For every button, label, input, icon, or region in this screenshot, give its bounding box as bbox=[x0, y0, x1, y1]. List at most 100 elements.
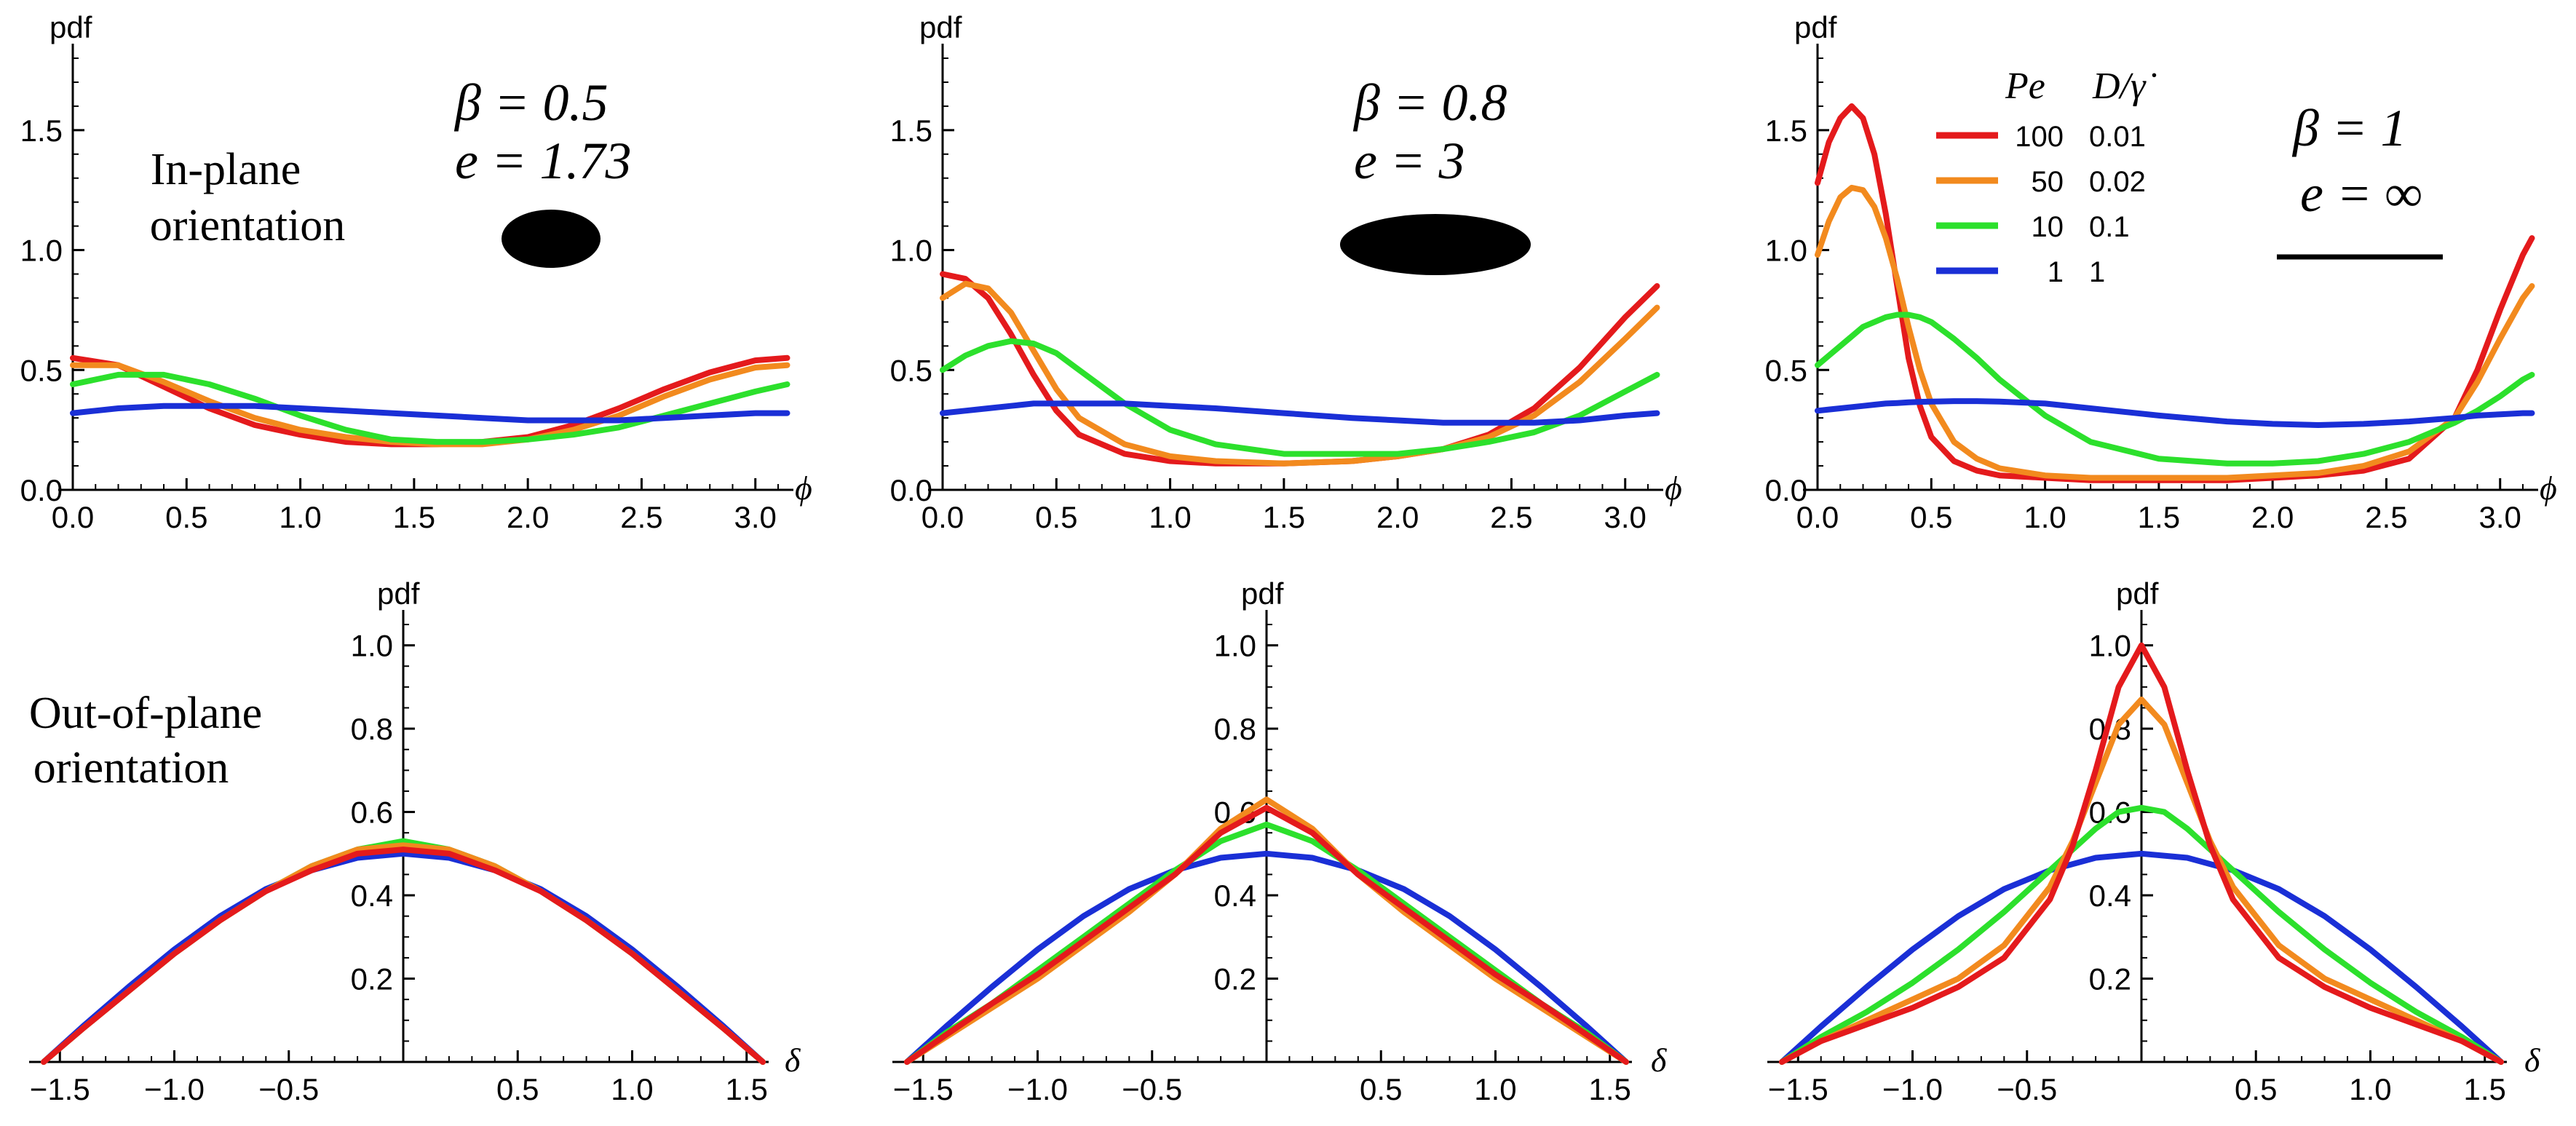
x-tick-label: 2.0 bbox=[507, 500, 549, 534]
series-line-pe-1 bbox=[70, 403, 790, 424]
out-of-plane-label-line1: Out-of-plane bbox=[29, 689, 262, 738]
x-tick-label: 0.5 bbox=[1360, 1072, 1402, 1106]
y-tick-label: 0.4 bbox=[351, 879, 393, 913]
x-tick-label: 1.0 bbox=[1474, 1072, 1516, 1106]
x-tick-label: 1.5 bbox=[2138, 500, 2180, 534]
x-tick-label: 1.0 bbox=[279, 500, 321, 534]
x-axis-label: δ bbox=[1651, 1042, 1667, 1079]
x-tick-label: 0.0 bbox=[922, 500, 964, 534]
series-line-pe-100 bbox=[940, 271, 1660, 467]
x-tick-label: 1.5 bbox=[1589, 1072, 1631, 1106]
x-tick-label: 2.0 bbox=[2251, 500, 2294, 534]
x-tick-label: 0.5 bbox=[2235, 1072, 2277, 1106]
y-tick-label: 0.0 bbox=[890, 473, 932, 507]
legend-pe-value: 1 bbox=[2048, 256, 2064, 288]
y-tick-label: 0.2 bbox=[2089, 962, 2131, 996]
x-tick-label: 0.5 bbox=[165, 500, 207, 534]
y-tick-label: 1.0 bbox=[2089, 629, 2131, 663]
x-tick-label: 0.5 bbox=[1035, 500, 1077, 534]
e-label-top-right: e = ∞ bbox=[2300, 164, 2422, 223]
x-tick-label: −1.5 bbox=[1768, 1072, 1828, 1106]
series-line-pe-100 bbox=[904, 804, 1629, 1065]
series-line-pe-50 bbox=[904, 796, 1629, 1065]
x-tick-label: 0.5 bbox=[496, 1072, 539, 1106]
y-tick-label: 0.5 bbox=[1765, 353, 1807, 387]
y-tick-label: 1.0 bbox=[20, 234, 63, 268]
x-tick-label: 0.5 bbox=[1910, 500, 1952, 534]
series-line-pe-10 bbox=[1815, 312, 2535, 467]
x-axis-label: δ bbox=[2524, 1042, 2540, 1079]
y-tick-label: 1.5 bbox=[1765, 114, 1807, 148]
y-axis-label: pdf bbox=[1794, 10, 1837, 44]
legend-header-ratio: D/γ̇ bbox=[2092, 66, 2156, 107]
in-plane-label-line2: orientation bbox=[150, 201, 346, 250]
y-tick-label: 1.5 bbox=[20, 114, 63, 148]
series-line-pe-1 bbox=[1815, 398, 2535, 428]
x-tick-label: −0.5 bbox=[1122, 1072, 1182, 1106]
in-plane-label-line1: In-plane bbox=[151, 145, 301, 194]
x-axis-label: δ bbox=[785, 1042, 801, 1079]
chart-top-middle: pdf ϕ 0.0 0.5 1.0 1.5 2.0 2.5 3.0 0.0 0.5 1.0 1.5 bbox=[890, 10, 1682, 534]
series-line-pe-1 bbox=[904, 850, 1629, 1065]
legend-pe-value: 100 bbox=[2015, 121, 2064, 153]
x-tick-label: −1.5 bbox=[30, 1072, 90, 1106]
series-line-pe-1 bbox=[41, 850, 766, 1065]
y-tick-label: 0.8 bbox=[351, 712, 393, 746]
y-tick-label: 0.4 bbox=[2089, 879, 2131, 913]
legend-ratio-value: 0.02 bbox=[2089, 166, 2146, 198]
y-tick-label: 1.0 bbox=[351, 629, 393, 663]
x-tick-label: −0.5 bbox=[1997, 1072, 2057, 1106]
beta-label-top-right: β = 1 bbox=[2291, 99, 2406, 157]
x-tick-label: 0.0 bbox=[1796, 500, 1839, 534]
legend-header-pe: Pe bbox=[2005, 66, 2045, 107]
x-tick-label: 3.0 bbox=[734, 500, 777, 534]
x-axis-label: ϕ bbox=[2540, 469, 2557, 507]
shape-ellipse-small bbox=[502, 210, 601, 268]
legend: Pe D/γ̇ 100 0.01 50 0.02 10 0.1 1 1 bbox=[1936, 66, 2156, 288]
x-axis-label: ϕ bbox=[795, 469, 812, 507]
x-tick-label: 2.5 bbox=[620, 500, 662, 534]
x-tick-label: −1.0 bbox=[1882, 1072, 1943, 1106]
series-line-pe-1 bbox=[1779, 850, 2504, 1065]
series-line-pe-50 bbox=[940, 280, 1660, 467]
y-tick-label: 0.4 bbox=[1214, 879, 1256, 913]
y-tick-label: 0.2 bbox=[1214, 962, 1256, 996]
x-tick-label: 1.0 bbox=[2024, 500, 2066, 534]
x-tick-label: −1.5 bbox=[893, 1072, 954, 1106]
series-line-pe-50 bbox=[1779, 697, 2504, 1065]
legend-ratio-value: 0.01 bbox=[2089, 121, 2146, 153]
series-line-pe-100 bbox=[41, 847, 766, 1065]
y-tick-label: 1.0 bbox=[1765, 234, 1807, 268]
x-tick-label: 1.0 bbox=[1149, 500, 1191, 534]
y-tick-label: 0.6 bbox=[351, 796, 393, 830]
series-line-pe-100 bbox=[70, 354, 790, 448]
y-tick-label: 0.5 bbox=[20, 353, 63, 387]
series-line-pe-100 bbox=[1779, 642, 2504, 1065]
shape-ellipse-long bbox=[1340, 214, 1531, 275]
legend-pe-value: 10 bbox=[2032, 211, 2064, 243]
x-tick-label: −0.5 bbox=[258, 1072, 319, 1106]
y-tick-label: 0.0 bbox=[1765, 473, 1807, 507]
y-tick-label: 1.0 bbox=[1214, 629, 1256, 663]
chart-top-left: pdf ϕ 0.0 0.5 1.0 1.5 2.0 2.5 3.0 0.0 0.5 1.0 1.5 bbox=[20, 10, 812, 534]
out-of-plane-label-line2: orientation bbox=[33, 743, 229, 793]
x-tick-label: 1.5 bbox=[2464, 1072, 2506, 1106]
beta-label-top-left: β = 0.5 bbox=[453, 74, 608, 132]
y-axis-label: pdf bbox=[377, 576, 420, 611]
x-tick-label: 1.5 bbox=[726, 1072, 768, 1106]
y-axis-label: pdf bbox=[2116, 576, 2159, 611]
y-axis-label: pdf bbox=[919, 10, 962, 44]
series-line-pe-10 bbox=[940, 338, 1660, 457]
x-tick-label: 1.5 bbox=[1263, 500, 1305, 534]
e-label-top-left: e = 1.73 bbox=[455, 132, 632, 190]
e-label-top-middle: e = 3 bbox=[1354, 132, 1465, 190]
x-tick-label: 3.0 bbox=[1604, 500, 1646, 534]
x-tick-label: 2.5 bbox=[2365, 500, 2407, 534]
x-tick-label: 1.0 bbox=[2349, 1072, 2391, 1106]
x-tick-label: 1.0 bbox=[611, 1072, 653, 1106]
y-tick-label: 1.0 bbox=[890, 234, 932, 268]
x-tick-label: 1.5 bbox=[393, 500, 435, 534]
